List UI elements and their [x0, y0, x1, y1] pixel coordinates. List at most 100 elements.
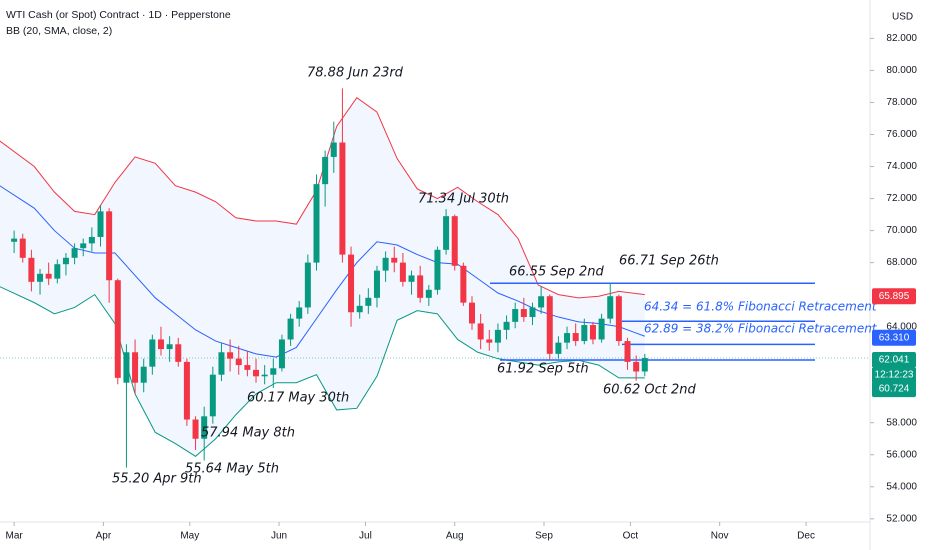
candle-body	[106, 211, 113, 281]
candle-body	[555, 342, 562, 354]
price-tag-label: 62.041	[879, 355, 910, 366]
annotation: 66.71 Sep 26th	[619, 254, 719, 269]
annotation: 64.34 = 61.8% Fibonacci Retracement	[644, 300, 878, 314]
candle-body	[443, 216, 450, 250]
plot-area	[0, 88, 870, 468]
chart-title: WTI Cash (or Spot) Contract · 1D · Peppe…	[6, 9, 231, 21]
candle-body	[192, 419, 199, 439]
candle-body	[54, 264, 61, 279]
candle-body	[19, 238, 26, 258]
candle-body	[598, 318, 605, 340]
candle-body	[123, 352, 130, 383]
candle-body	[641, 358, 648, 372]
candle-body	[572, 333, 579, 342]
candle-body	[512, 309, 519, 322]
candle-body	[408, 275, 415, 282]
annotation: 61.92 Sep 5th	[497, 362, 589, 377]
price-tag-label: 60.724	[879, 384, 910, 395]
price-tag	[872, 329, 916, 346]
y-tick-label: 58.000	[886, 417, 917, 428]
y-tick-label: 52.000	[886, 513, 917, 524]
candle-body	[477, 323, 484, 340]
candle-body	[373, 270, 380, 298]
candle-body	[538, 296, 545, 308]
annotation: 55.20 Apr 9th	[112, 472, 202, 487]
annotation: 60.62 Oct 2nd	[603, 383, 696, 398]
y-tick-label: 78.000	[886, 97, 917, 108]
candle-body	[425, 289, 432, 298]
annotation: 71.34 Jul 30th	[418, 192, 509, 207]
annotation: 62.89 = 38.2% Fibonacci Retracement	[644, 322, 878, 336]
y-tick-label: 76.000	[886, 129, 917, 140]
candle-body	[287, 318, 294, 340]
price-tag	[872, 352, 916, 369]
x-tick-label: May	[180, 531, 199, 542]
candle-body	[149, 339, 156, 367]
y-tick-label: 70.000	[886, 225, 917, 236]
band-fill	[0, 97, 645, 457]
candle-body	[460, 265, 467, 303]
y-tick-label: 68.000	[886, 257, 917, 268]
candle-body	[11, 238, 18, 242]
y-tick-label: 56.000	[886, 449, 917, 460]
y-tick-label: 74.000	[886, 161, 917, 172]
x-tick-label: Apr	[96, 531, 112, 542]
annotation: 60.17 May 30th	[247, 391, 349, 406]
annotation: 57.94 May 8th	[201, 426, 295, 441]
candle-body	[322, 156, 329, 185]
candle-body	[503, 321, 510, 330]
annotation: 78.88 Jun 23rd	[307, 66, 404, 81]
candle-body	[589, 325, 596, 340]
candle-body	[365, 297, 372, 306]
candle-body	[97, 211, 104, 237]
price-tag-label: 63.310	[879, 332, 910, 343]
annotation: 55.64 May 5th	[185, 462, 279, 477]
candle-body	[166, 344, 173, 350]
candle-body	[157, 339, 164, 350]
candle-body	[520, 309, 527, 318]
candle-body	[356, 305, 363, 313]
countdown: 12:12:23	[875, 370, 914, 381]
x-tick-label: Nov	[711, 531, 729, 542]
candle-body	[304, 262, 311, 308]
candle-body	[339, 142, 346, 255]
candle-body	[114, 280, 121, 378]
candle-body	[564, 333, 571, 343]
candle-body	[615, 296, 622, 342]
candle-body	[399, 262, 406, 282]
candle-body	[261, 374, 268, 377]
candle-body	[227, 352, 234, 359]
x-tick-label: Oct	[623, 531, 639, 542]
candle-body	[624, 341, 631, 362]
price-tag	[872, 381, 916, 398]
y-tick-label: 54.000	[886, 481, 917, 492]
candle-body	[80, 243, 87, 249]
candle-body	[494, 329, 501, 343]
candle-body	[28, 257, 35, 282]
candle-body	[581, 325, 588, 342]
candle-body	[382, 257, 389, 271]
candle-body	[253, 369, 260, 377]
x-tick-label: Aug	[446, 531, 464, 542]
candle-body	[175, 344, 182, 362]
x-tick-label: Jun	[271, 531, 287, 542]
candle-body	[71, 248, 78, 258]
candle-body	[235, 358, 242, 366]
candle-body	[313, 184, 320, 263]
candle-body	[546, 296, 553, 354]
candle-body	[469, 302, 476, 324]
candle-body	[348, 254, 355, 313]
candle-body	[132, 352, 139, 383]
candle-body	[607, 296, 614, 319]
candle-body	[62, 257, 69, 265]
x-tick-label: Jul	[359, 531, 372, 542]
candle-body	[88, 236, 95, 244]
price-tag	[872, 288, 916, 305]
candle-body	[633, 361, 640, 372]
candle-body	[330, 142, 337, 157]
indicator-label: BB (20, SMA, close, 2)	[6, 25, 112, 37]
candle-body	[417, 275, 424, 298]
candle-body	[434, 249, 441, 290]
candle-body	[486, 339, 493, 343]
